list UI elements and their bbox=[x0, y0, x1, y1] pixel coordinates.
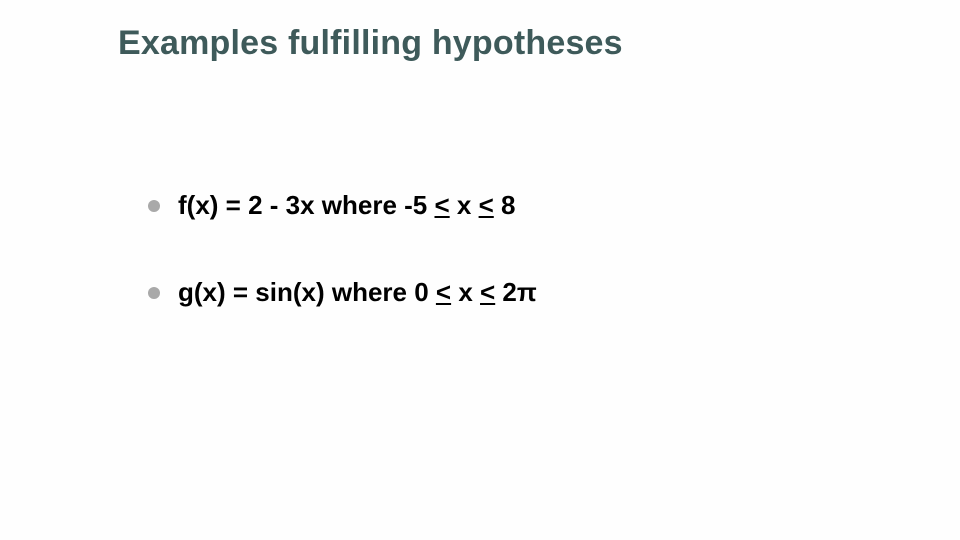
bullet-icon bbox=[148, 200, 160, 212]
slide: Examples fulfilling hypotheses f(x) = 2 … bbox=[0, 0, 960, 540]
text-segment: f(x) = 2 - 3x where -5 bbox=[178, 190, 434, 220]
bullet-icon bbox=[148, 287, 160, 299]
bullet-list: f(x) = 2 - 3x where -5 < x < 8 g(x) = si… bbox=[148, 190, 537, 364]
text-segment: 8 bbox=[494, 190, 516, 220]
text-segment: g(x) = sin(x) where 0 bbox=[178, 277, 436, 307]
leq-glyph: < bbox=[436, 277, 451, 307]
list-item: g(x) = sin(x) where 0 < x < 2π bbox=[148, 277, 537, 308]
item-text: f(x) = 2 - 3x where -5 < x < 8 bbox=[178, 190, 515, 221]
leq-glyph: < bbox=[479, 190, 494, 220]
slide-title: Examples fulfilling hypotheses bbox=[118, 24, 623, 63]
leq-glyph: < bbox=[434, 190, 449, 220]
text-segment: x bbox=[450, 190, 479, 220]
item-text: g(x) = sin(x) where 0 < x < 2π bbox=[178, 277, 537, 308]
text-segment: 2π bbox=[495, 277, 537, 307]
text-segment: x bbox=[451, 277, 480, 307]
leq-glyph: < bbox=[480, 277, 495, 307]
list-item: f(x) = 2 - 3x where -5 < x < 8 bbox=[148, 190, 537, 221]
